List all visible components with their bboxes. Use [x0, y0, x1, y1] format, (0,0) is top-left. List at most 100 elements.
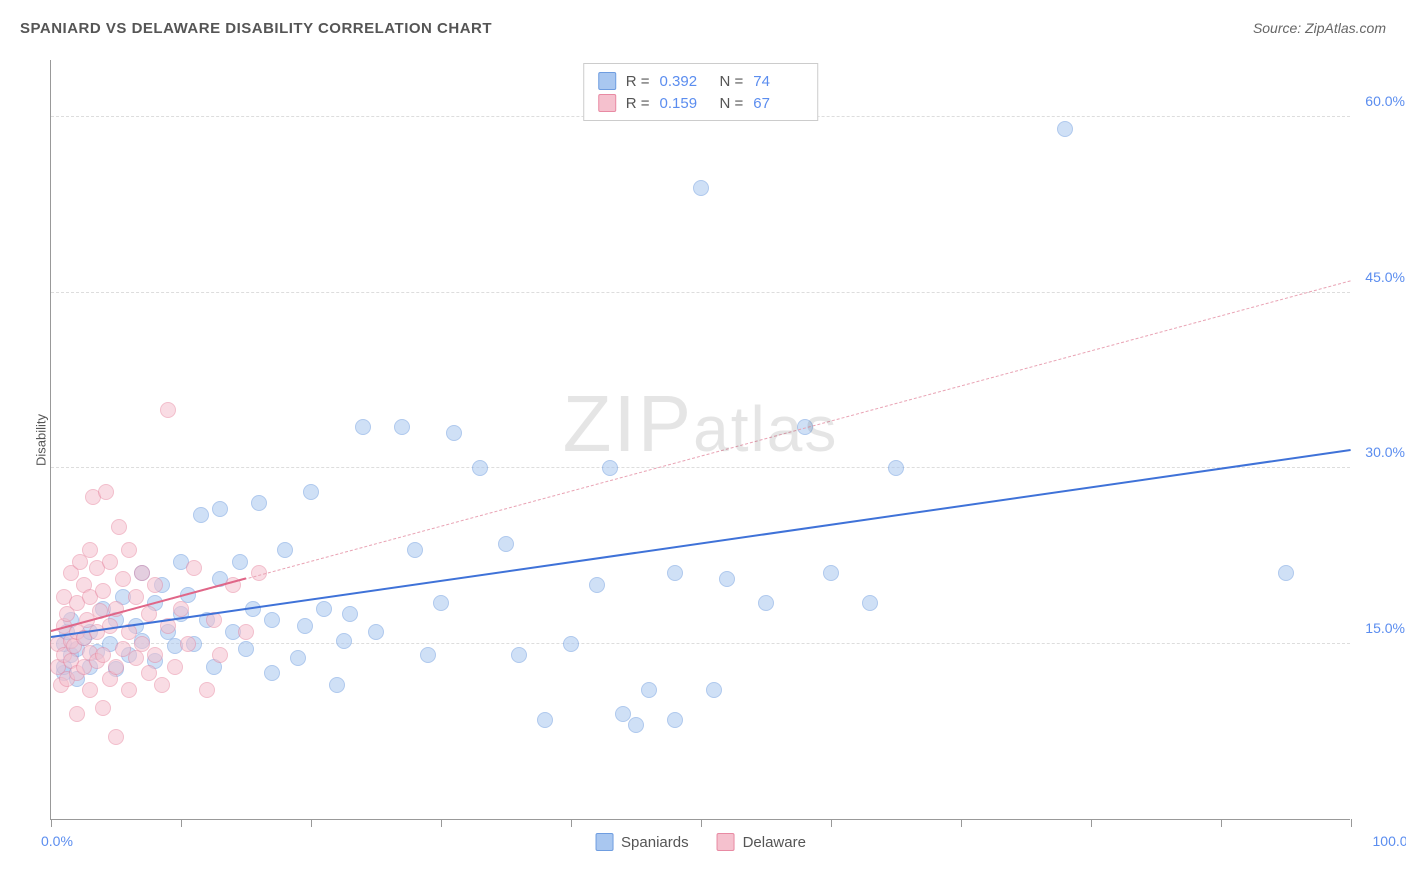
data-point-spaniards	[511, 647, 527, 663]
data-point-delaware	[111, 519, 127, 535]
x-axis-max-label: 100.0%	[1373, 833, 1406, 849]
y-tick-label: 15.0%	[1365, 620, 1405, 636]
data-point-spaniards	[238, 641, 254, 657]
data-point-delaware	[173, 601, 189, 617]
data-point-spaniards	[433, 595, 449, 611]
data-point-spaniards	[758, 595, 774, 611]
data-point-spaniards	[232, 554, 248, 570]
x-axis-min-label: 0.0%	[41, 833, 73, 849]
data-point-spaniards	[888, 460, 904, 476]
data-point-delaware	[147, 647, 163, 663]
data-point-spaniards	[407, 542, 423, 558]
data-point-spaniards	[615, 706, 631, 722]
data-point-delaware	[128, 650, 144, 666]
data-point-spaniards	[264, 665, 280, 681]
data-point-delaware	[82, 682, 98, 698]
data-point-spaniards	[1057, 121, 1073, 137]
legend-stats: R =0.392N =74R =0.159N =67	[583, 63, 819, 121]
data-point-spaniards	[264, 612, 280, 628]
legend-swatch	[595, 833, 613, 851]
x-tick	[311, 819, 312, 827]
data-point-spaniards	[537, 712, 553, 728]
x-tick	[961, 819, 962, 827]
data-point-delaware	[147, 577, 163, 593]
data-point-delaware	[108, 659, 124, 675]
data-point-spaniards	[693, 180, 709, 196]
x-tick	[1351, 819, 1352, 827]
data-point-spaniards	[212, 501, 228, 517]
data-point-spaniards	[667, 712, 683, 728]
x-tick	[51, 819, 52, 827]
data-point-delaware	[98, 484, 114, 500]
data-point-spaniards	[355, 419, 371, 435]
legend-series: Spaniards Delaware	[595, 833, 806, 851]
data-point-spaniards	[303, 484, 319, 500]
y-tick-label: 60.0%	[1365, 93, 1405, 109]
data-point-delaware	[121, 542, 137, 558]
data-point-spaniards	[394, 419, 410, 435]
x-tick	[181, 819, 182, 827]
legend-swatch	[598, 94, 616, 112]
data-point-delaware	[160, 402, 176, 418]
data-point-delaware	[238, 624, 254, 640]
data-point-delaware	[141, 665, 157, 681]
x-tick	[1091, 819, 1092, 827]
y-tick-label: 45.0%	[1365, 269, 1405, 285]
y-tick-label: 30.0%	[1365, 444, 1405, 460]
data-point-spaniards	[342, 606, 358, 622]
data-point-delaware	[82, 542, 98, 558]
data-point-spaniards	[667, 565, 683, 581]
data-point-spaniards	[563, 636, 579, 652]
data-point-spaniards	[706, 682, 722, 698]
data-point-delaware	[186, 560, 202, 576]
data-point-spaniards	[420, 647, 436, 663]
source-label: Source: ZipAtlas.com	[1253, 20, 1386, 36]
x-tick	[831, 819, 832, 827]
data-point-delaware	[199, 682, 215, 698]
data-point-spaniards	[498, 536, 514, 552]
data-point-delaware	[134, 636, 150, 652]
data-point-spaniards	[823, 565, 839, 581]
x-tick	[701, 819, 702, 827]
data-point-spaniards	[193, 507, 209, 523]
x-tick	[1221, 819, 1222, 827]
data-point-delaware	[108, 729, 124, 745]
legend-label: Spaniards	[621, 834, 689, 851]
chart-container: Disability ZIPatlas R =0.392N =74R =0.15…	[50, 60, 1350, 820]
data-point-delaware	[95, 647, 111, 663]
legend-stat-row: R =0.392N =74	[598, 70, 804, 92]
trendline-solid	[51, 449, 1351, 638]
data-point-spaniards	[368, 624, 384, 640]
legend-item: Delaware	[717, 833, 806, 851]
gridline	[51, 292, 1350, 293]
data-point-spaniards	[316, 601, 332, 617]
data-point-delaware	[95, 583, 111, 599]
legend-stat-row: R =0.159N =67	[598, 92, 804, 114]
legend-label: Delaware	[743, 834, 806, 851]
data-point-spaniards	[329, 677, 345, 693]
data-point-delaware	[69, 706, 85, 722]
legend-swatch	[717, 833, 735, 851]
data-point-spaniards	[336, 633, 352, 649]
n-value: 74	[753, 73, 803, 90]
data-point-delaware	[141, 606, 157, 622]
legend-swatch	[598, 72, 616, 90]
data-point-spaniards	[277, 542, 293, 558]
gridline	[51, 467, 1350, 468]
r-value: 0.159	[660, 95, 710, 112]
data-point-spaniards	[446, 425, 462, 441]
data-point-spaniards	[641, 682, 657, 698]
legend-item: Spaniards	[595, 833, 689, 851]
r-value: 0.392	[660, 73, 710, 90]
data-point-spaniards	[628, 717, 644, 733]
r-label: R =	[626, 73, 650, 90]
scatter-chart: ZIPatlas R =0.392N =74R =0.159N =67 Span…	[50, 60, 1350, 820]
data-point-spaniards	[1278, 565, 1294, 581]
data-point-spaniards	[472, 460, 488, 476]
data-point-spaniards	[589, 577, 605, 593]
data-point-spaniards	[297, 618, 313, 634]
data-point-delaware	[154, 677, 170, 693]
data-point-spaniards	[602, 460, 618, 476]
n-label: N =	[720, 95, 744, 112]
data-point-spaniards	[290, 650, 306, 666]
